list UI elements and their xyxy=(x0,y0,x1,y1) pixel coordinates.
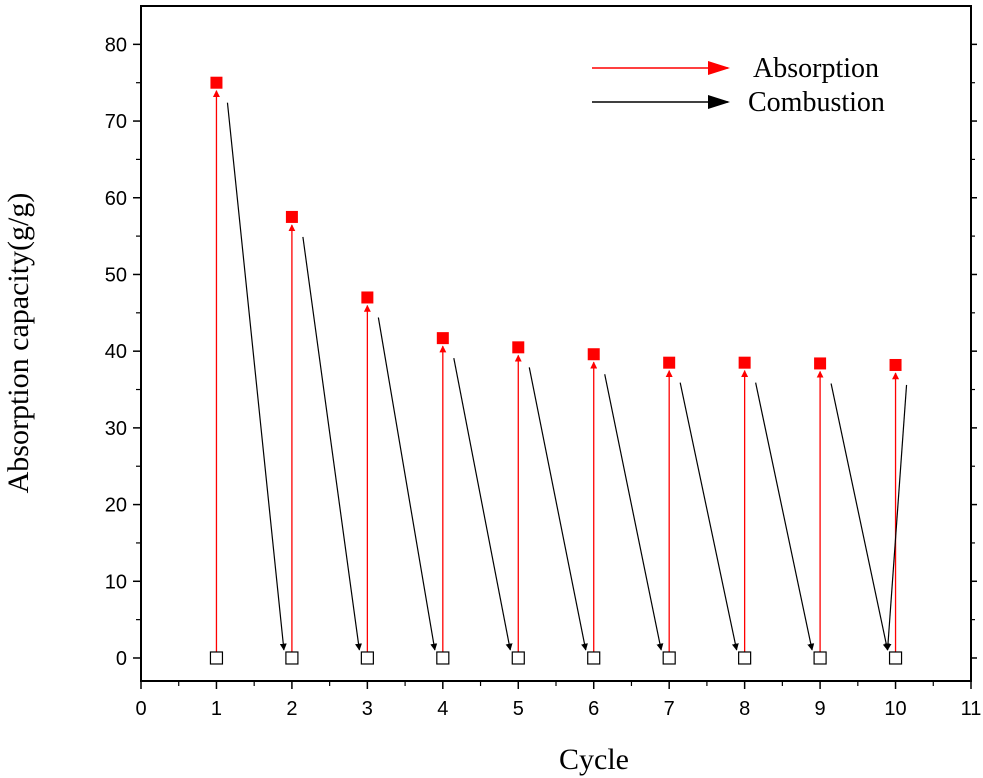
absorption-points xyxy=(210,76,902,371)
x-axis-tick-labels: 0 1 2 3 4 5 6 7 8 9 10 11 xyxy=(135,698,981,720)
combustion-point xyxy=(436,651,450,665)
y-axis-tick-labels: 0 10 20 30 40 50 60 70 80 xyxy=(105,34,127,670)
combustion-point xyxy=(209,651,224,665)
y-tick-label: 80 xyxy=(105,34,127,56)
absorption-point xyxy=(512,341,525,354)
combustion-arrow xyxy=(884,384,908,651)
combustion-arrows xyxy=(226,102,908,651)
legend-combustion-arrowhead xyxy=(708,95,730,109)
absorption-point xyxy=(663,356,676,369)
y-tick-label: 40 xyxy=(105,341,127,363)
combustion-arrow xyxy=(604,374,664,651)
combustion-point xyxy=(662,651,676,665)
x-tick-label: 8 xyxy=(739,698,750,720)
absorption-point xyxy=(285,210,298,223)
y-tick-label: 10 xyxy=(105,571,127,593)
absorption-point xyxy=(738,356,751,369)
absorption-arrows xyxy=(212,90,900,652)
y-tick-label: 20 xyxy=(105,495,127,517)
x-axis-ticks xyxy=(140,681,972,689)
legend: Absorption Combustion xyxy=(592,53,885,118)
absorption-point xyxy=(436,332,449,345)
combustion-point xyxy=(738,651,752,665)
combustion-point xyxy=(511,651,525,665)
x-tick-label: 9 xyxy=(815,698,826,720)
combustion-point xyxy=(360,651,374,665)
combustion-arrow xyxy=(528,367,588,651)
y-tick-label: 0 xyxy=(116,648,127,670)
absorption-point xyxy=(889,358,902,371)
legend-absorption-label: Absorption xyxy=(753,53,879,84)
x-tick-label: 2 xyxy=(286,698,297,720)
y-tick-label: 70 xyxy=(105,111,127,133)
x-axis-title: Cycle xyxy=(559,743,629,776)
x-tick-label: 5 xyxy=(513,698,524,720)
y-axis-title: Absorption capacity(g/g) xyxy=(2,193,35,494)
combustion-arrow xyxy=(830,383,890,651)
y-tick-label: 30 xyxy=(105,418,127,440)
combustion-point xyxy=(888,651,903,665)
x-tick-label: 11 xyxy=(961,698,982,720)
combustion-arrow xyxy=(302,236,362,651)
x-tick-label: 0 xyxy=(135,698,146,720)
x-tick-label: 4 xyxy=(437,698,448,720)
absorption-point xyxy=(814,357,827,370)
y-tick-label: 60 xyxy=(105,188,127,210)
absorption-point xyxy=(210,76,223,89)
x-tick-label: 1 xyxy=(211,698,222,720)
x-tick-label: 6 xyxy=(588,698,599,720)
combustion-arrow xyxy=(226,102,287,651)
combustion-arrow xyxy=(377,317,438,651)
combustion-arrow xyxy=(453,358,513,651)
combustion-point xyxy=(587,651,601,665)
combustion-arrow xyxy=(755,382,815,651)
absorption-point xyxy=(361,291,374,304)
x-tick-label: 3 xyxy=(362,698,373,720)
x-tick-label: 10 xyxy=(884,698,906,720)
absorption-point xyxy=(587,348,600,361)
combustion-points xyxy=(209,651,903,665)
legend-absorption-arrowhead xyxy=(708,61,730,75)
y-axis-ticks xyxy=(133,43,977,659)
combustion-arrow xyxy=(679,382,739,651)
x-tick-label: 7 xyxy=(664,698,675,720)
combustion-point xyxy=(285,651,299,665)
legend-combustion-label: Combustion xyxy=(748,87,885,118)
combustion-point xyxy=(813,651,827,665)
y-tick-label: 50 xyxy=(105,264,127,286)
